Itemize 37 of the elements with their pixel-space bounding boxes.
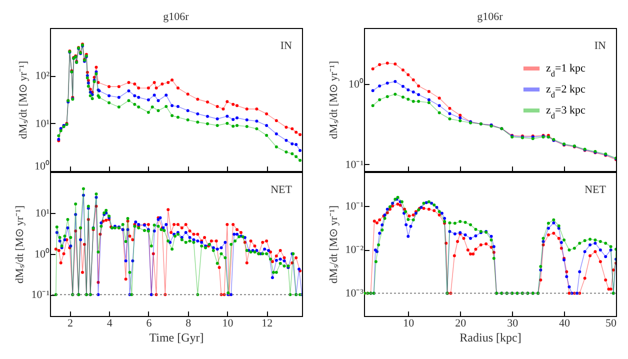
annotation: IN xyxy=(280,40,292,52)
legend-label: z$_{d}$=1 kpc xyxy=(546,62,586,78)
x-tick-label: 20 xyxy=(455,318,467,330)
y-tick-label: 10¹ xyxy=(35,207,50,220)
annotation: NET xyxy=(270,184,292,196)
x-tick-label: 12 xyxy=(262,318,273,330)
x-axis-title: Radius [kpc] xyxy=(460,330,522,344)
x-tick-label: 40 xyxy=(559,318,571,330)
annotation: IN xyxy=(594,40,606,52)
y-tick-label: 10⁰ xyxy=(34,247,50,260)
legend-label: z$_{d}$=3 kpc xyxy=(546,104,586,120)
x-tick-label: 10 xyxy=(403,318,415,330)
annotation: NET xyxy=(584,184,606,196)
x-tick-label: 4 xyxy=(106,318,113,330)
y-axis-title: dMₛ/dt [M⊙ yr⁻¹] xyxy=(328,61,340,139)
y-tick-label: 10⁻³ xyxy=(345,288,364,300)
x-tick-label: 10 xyxy=(222,318,234,330)
y-tick-label: 10² xyxy=(35,70,50,82)
x-tick-label: 8 xyxy=(186,318,192,330)
y-tick-label: 10¹ xyxy=(35,118,50,130)
y-tick-label: 10⁻² xyxy=(345,244,364,256)
x-tick-label: 50 xyxy=(606,318,617,330)
y-axis-title: dMₛ/dt [M⊙ yr⁻¹] xyxy=(328,206,340,284)
x-tick-label: 2 xyxy=(67,318,73,330)
y-tick-label: 10⁰ xyxy=(34,160,50,172)
legend-label: z$_{d}$=2 kpc xyxy=(546,84,586,99)
chart-title: g106r xyxy=(477,11,504,23)
x-tick-label: 30 xyxy=(507,318,519,330)
y-tick-label: 10⁻¹ xyxy=(345,200,364,212)
x-axis-title: Time [Gyr] xyxy=(149,330,204,344)
y-tick-label: 10⁰ xyxy=(348,78,364,91)
chart-title: g106r xyxy=(163,11,190,23)
y-axis-title: dMₛ/dt [M⊙ yr⁻¹] xyxy=(14,206,26,284)
y-tick-label: 10⁻¹ xyxy=(31,289,50,302)
y-tick-label: 10⁻¹ xyxy=(345,159,364,171)
x-tick-label: 6 xyxy=(146,318,152,330)
y-axis-title: dMₛ/dt [M⊙ yr⁻¹] xyxy=(18,61,30,139)
